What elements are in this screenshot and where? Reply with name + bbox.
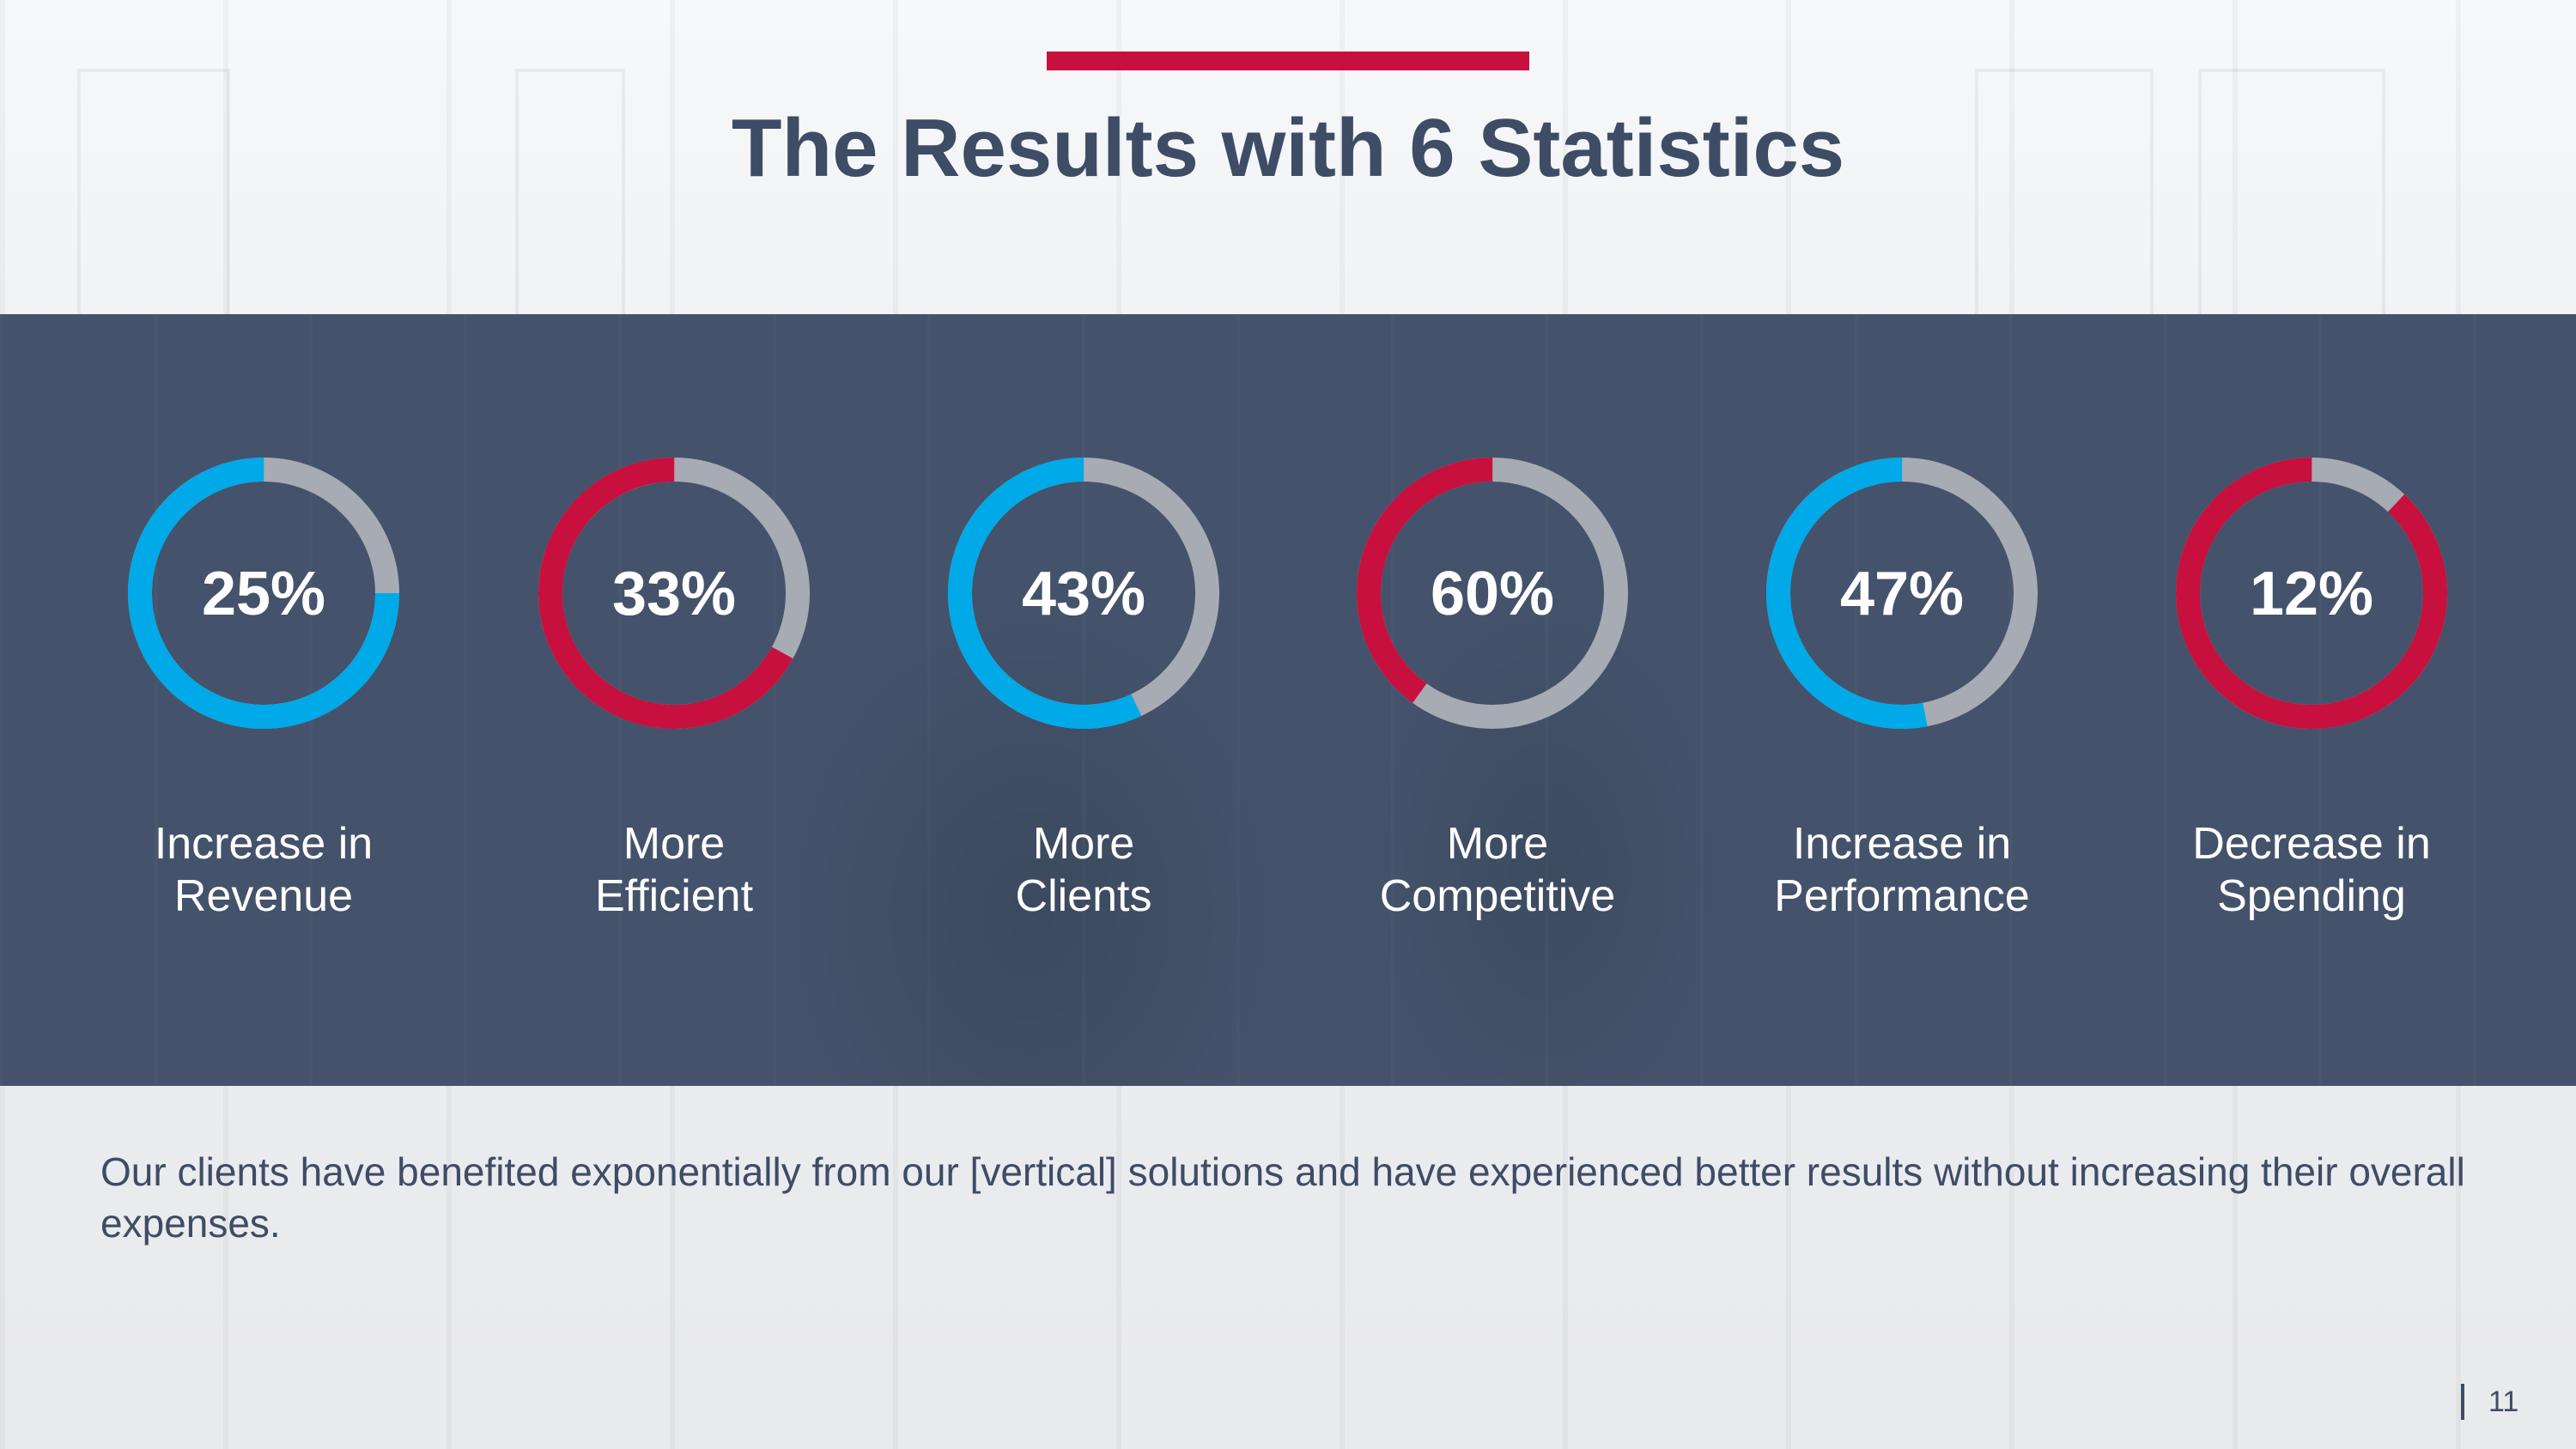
stat-caption-3-line2: Clients (1015, 871, 1152, 921)
stat-caption-5-line2: Performance (1774, 871, 2030, 921)
donut-2: 33% (538, 458, 810, 729)
stat-caption-3: More Clients (903, 818, 1264, 923)
stat-caption-6-line2: Spending (2217, 871, 2406, 921)
title-accent-bar (1047, 52, 1529, 70)
stat-caption-1-line1: Increase in (154, 819, 374, 869)
stat-caption-2-line2: Efficient (594, 871, 754, 921)
stat-caption-4-line2: Competitive (1379, 871, 1616, 921)
donut-1-value-arc (128, 458, 399, 729)
donut-4-percent-label: 60% (1431, 560, 1554, 628)
statistics-band (0, 314, 2576, 1086)
donut-4: 60% (1357, 458, 1628, 729)
donut-5: 47% (1766, 458, 2038, 729)
donut-1: 25% (128, 458, 399, 729)
stat-caption-4: More Competitive (1317, 818, 1678, 923)
stat-caption-5: Increase in Performance (1722, 818, 2082, 923)
statistics-band-photo-overlay (0, 314, 2576, 1086)
donut-3: 43% (948, 458, 1219, 729)
donut-5-percent-label: 47% (1840, 560, 1964, 628)
donut-2-percent-label: 33% (612, 560, 736, 628)
stat-caption-5-line1: Increase in (1792, 819, 2012, 869)
stat-caption-2-line1: More (623, 819, 726, 869)
donut-6: 12% (2176, 458, 2447, 729)
donut-3-percent-label: 43% (1022, 560, 1145, 628)
stat-caption-3-line1: More (1032, 819, 1135, 869)
slide-title: The Results with 6 Statistics (731, 102, 1845, 194)
stat-caption-6: Decrease in Spending (2131, 818, 2492, 923)
donut-6-percent-label: 12% (2250, 560, 2373, 628)
stat-caption-6-line1: Decrease in (2192, 819, 2431, 869)
donut-1-percent-label: 25% (202, 560, 325, 628)
stat-caption-2: More Efficient (494, 818, 854, 923)
slide-description: Our clients have benefited exponentially… (100, 1149, 2465, 1246)
donut-4-value-arc (1357, 458, 1628, 729)
stat-caption-4-line1: More (1446, 819, 1549, 869)
stat-caption-1: Increase in Revenue (83, 818, 444, 923)
page-number-divider (2461, 1384, 2464, 1420)
page-number: 11 (2488, 1385, 2519, 1418)
stat-caption-1-line2: Revenue (173, 871, 354, 921)
donut-5-value-arc (1766, 458, 2038, 729)
donut-2-value-arc (538, 458, 810, 729)
